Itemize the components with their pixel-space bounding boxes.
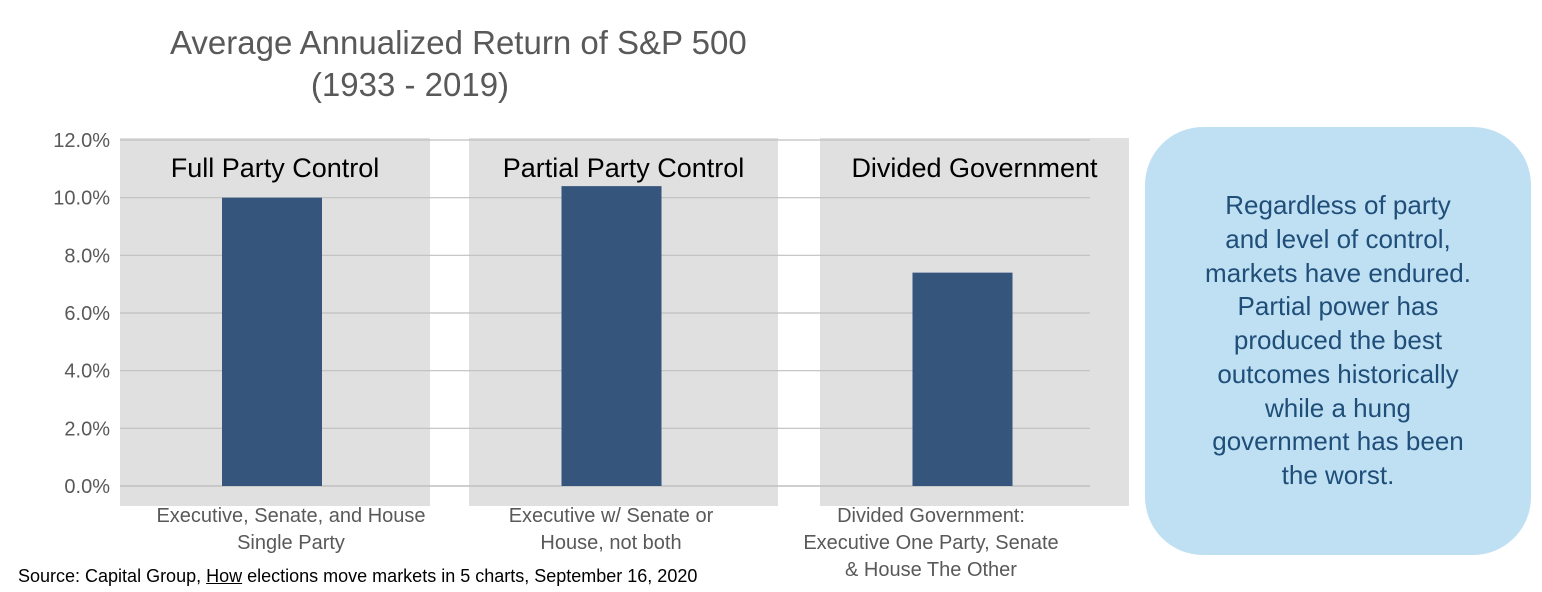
category-label-1: Executive, Senate, and House Single Party bbox=[121, 503, 461, 557]
callout-box: Regardless of party and level of control,… bbox=[1145, 127, 1531, 555]
category-label-line: Executive w/ Senate or bbox=[508, 505, 714, 527]
category-label-line: Divided Government: bbox=[837, 505, 1025, 527]
callout-line: the worst. bbox=[1281, 460, 1395, 491]
chart-title-line-2: (1933 - 2019) bbox=[310, 66, 510, 103]
y-tick-label: 12.0% bbox=[53, 130, 110, 152]
category-label-2: Executive w/ Senate or House, not both bbox=[441, 503, 781, 557]
bar-chart: 0.0% 2.0% 4.0% 6.0% 8.0% 10.0% 12.0% bbox=[53, 130, 1129, 506]
callout-line: outcomes historically bbox=[1217, 358, 1459, 389]
callout-line: produced the best bbox=[1233, 325, 1443, 356]
callout-line: Partial power has bbox=[1237, 291, 1439, 322]
y-tick-label: 6.0% bbox=[64, 303, 110, 325]
y-tick-label: 4.0% bbox=[64, 361, 110, 383]
category-label-line: House, not both bbox=[540, 532, 682, 554]
panel-title-2: Partial Party Control bbox=[502, 153, 745, 183]
source-suffix: elections move markets in 5 charts, Sept… bbox=[242, 566, 698, 586]
y-tick-label: 0.0% bbox=[64, 476, 110, 498]
y-tick-label: 2.0% bbox=[64, 418, 110, 440]
callout-line: and level of control, bbox=[1225, 223, 1451, 254]
source-prefix: Source: Capital Group, bbox=[18, 566, 207, 586]
callout-line: markets have endured. bbox=[1205, 257, 1471, 288]
bar-2 bbox=[561, 186, 662, 486]
y-tick-label: 8.0% bbox=[64, 245, 110, 267]
y-tick-label: 10.0% bbox=[53, 188, 110, 210]
panel-title-1: Full Party Control bbox=[170, 153, 380, 183]
category-label-line: Single Party bbox=[237, 532, 345, 554]
category-label-line: Executive One Party, Senate bbox=[803, 532, 1059, 554]
category-label-line: & House The Other bbox=[845, 559, 1017, 581]
bar-1 bbox=[222, 197, 322, 486]
panel-title-3: Divided Government bbox=[851, 153, 1098, 183]
source-note: Source: Capital Group, How elections mov… bbox=[18, 566, 697, 587]
category-label-3: Divided Government: Executive One Party, … bbox=[761, 503, 1101, 584]
category-label-line: Executive, Senate, and House bbox=[156, 505, 426, 527]
callout-text: Regardless of party and level of control,… bbox=[1205, 189, 1471, 493]
callout-line: Regardless of party bbox=[1225, 189, 1451, 220]
callout-line: government has been bbox=[1212, 426, 1464, 457]
callout-line: while a hung bbox=[1265, 392, 1411, 423]
source-link[interactable]: How bbox=[206, 566, 243, 586]
bar-3 bbox=[912, 272, 1013, 486]
